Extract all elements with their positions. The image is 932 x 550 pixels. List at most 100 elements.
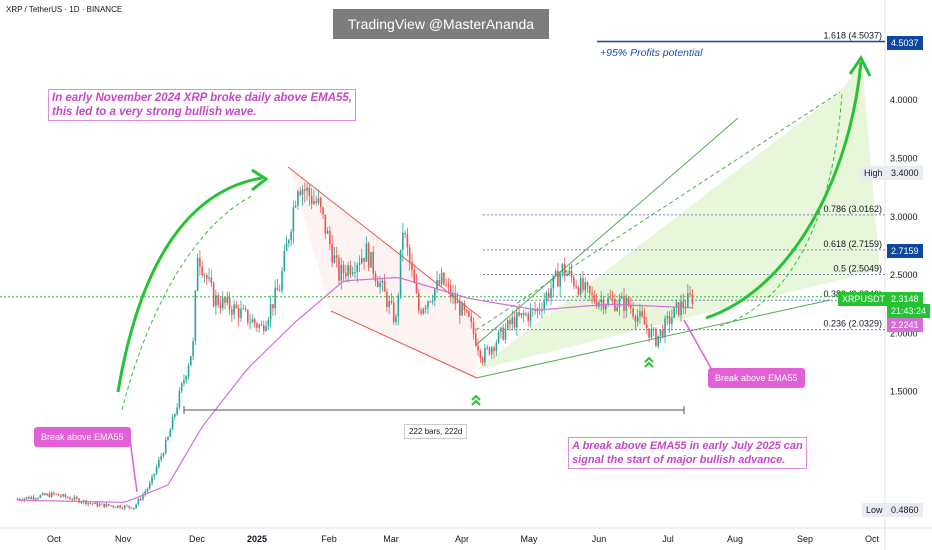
candle-body [671,317,673,325]
candle-body [176,407,178,415]
candle-body [226,296,229,303]
candle-body [687,293,689,308]
candle-body [616,306,618,311]
candle-body [570,270,573,278]
annotation-top-line1: In early November 2024 XRP broke daily a… [52,92,352,104]
candle-body [470,316,473,322]
x-tick-label: Jun [592,534,607,544]
falling-wedge-fill [290,168,480,380]
candle-body [46,493,48,496]
candle-body [292,207,295,232]
candle-body [256,323,258,328]
candle-body [160,456,162,460]
candle-body [144,491,146,495]
candle-body [32,496,35,500]
candle-body [431,300,434,302]
candle-body [406,234,409,248]
candle-body [636,316,639,322]
candle-body [586,282,589,287]
candle-body [153,473,156,477]
candle-body [224,297,226,303]
candle-body [180,383,183,392]
candle-body [650,328,653,338]
candle-body [584,282,587,290]
candle-body [383,280,386,292]
candle-body [62,494,64,497]
candle-body [107,503,110,506]
candle-body [522,313,525,316]
x-tick-label: Aug [727,534,743,544]
watermark: TradingView @MasterAnanda [333,9,549,39]
candle-body [219,304,222,309]
candle-body [326,231,329,234]
candle-body [646,324,648,329]
candle-body [611,298,614,300]
x-tick-label: Feb [321,534,337,544]
candle-body [386,291,388,308]
candle-body [472,321,475,334]
candle-body [340,264,343,281]
candle-body [276,287,279,291]
candle-body [217,295,219,305]
candle-body [354,272,356,274]
candle-body [196,257,199,291]
candle-body [146,488,149,492]
chevron-up-icon [471,394,481,406]
candle-body [488,347,491,355]
candle-body [126,505,128,507]
candle-body [101,503,103,505]
candle-body [187,365,190,377]
candle-body [429,301,431,303]
candle-body [682,301,685,308]
fib-level-label: 0.236 (2.0329) [823,319,882,329]
ema-price-label: 2.2241 [887,318,923,332]
candle-body [203,274,206,276]
candle-body [518,312,520,316]
candle-body [479,350,482,359]
candle-body [351,272,354,274]
last-price-label: 2.3148 [887,292,923,306]
candle-body [600,299,602,303]
candle-body [641,311,644,317]
candle-body [25,497,28,499]
candle-body [98,504,101,507]
x-tick-label: 2025 [247,534,267,544]
candle-body [486,347,488,349]
range-measure-caps [183,406,685,414]
candle-body [509,320,511,325]
candle-body [655,328,657,347]
candle-body [661,329,664,338]
candle-body [372,251,374,274]
candle-body [461,302,463,316]
candle-body [630,305,632,309]
candle-body [475,333,477,346]
candle-body [506,320,509,329]
candle-body [319,198,322,208]
candle-body [299,191,302,195]
candle-body [267,319,270,327]
candle-body [399,249,402,296]
candle-body [258,324,260,328]
candle-body [69,497,71,500]
candle-body [643,316,646,325]
candle-body [253,319,256,324]
candle-body [468,311,470,317]
candle-body [130,507,133,509]
candle-body [190,356,192,366]
candle-body [310,195,313,204]
candle-body [438,280,441,284]
candle-body [365,243,368,262]
candle-body [550,288,552,298]
wedge-bottom-line [330,310,478,379]
candle-body [582,278,584,290]
candle-body [454,293,457,304]
x-tick-label: Oct [865,534,880,544]
candle-body [110,505,112,507]
candle-body [66,497,69,499]
candle-body [44,493,46,496]
candle-body [370,251,372,268]
candle-body [342,264,345,273]
candle-body [60,495,62,497]
